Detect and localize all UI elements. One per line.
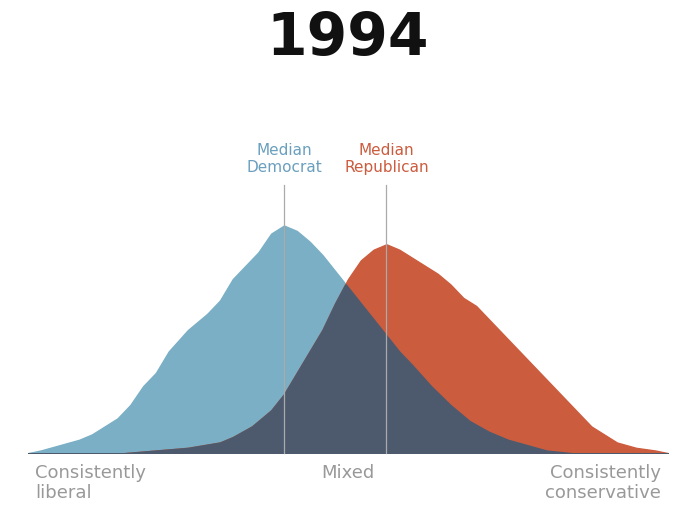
Text: 1994: 1994 [267,10,429,67]
Text: Consistently
liberal: Consistently liberal [35,464,145,502]
Text: Mixed: Mixed [322,464,374,482]
Text: Median
Republican: Median Republican [344,143,429,175]
Text: Consistently
conservative: Consistently conservative [546,464,661,502]
Text: Median
Democrat: Median Democrat [246,143,322,175]
